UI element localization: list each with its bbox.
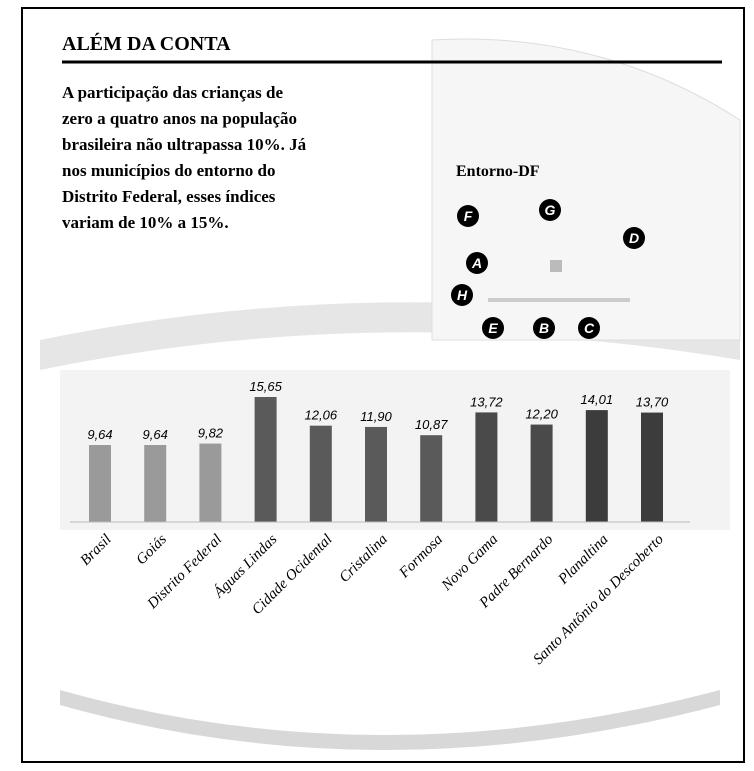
bar: [199, 443, 222, 522]
map-marker-label: G: [545, 202, 556, 218]
map-marker-label: H: [457, 287, 468, 303]
bar: [309, 425, 332, 522]
map-marker-label: D: [629, 230, 639, 246]
map-marker: [623, 227, 645, 249]
subtitle-line: zero a quatro anos na população: [62, 109, 297, 128]
map-marker: [466, 252, 488, 274]
bar: [89, 445, 111, 522]
subtitle-line: A participação das crianças de: [62, 83, 283, 102]
bar: [420, 435, 443, 522]
subtitle-line: nos municípios do entorno do: [62, 161, 276, 180]
chart-background: [60, 370, 730, 530]
bar: [530, 424, 553, 522]
map-title: Entorno-DF: [456, 163, 540, 180]
subtitle-line: brasileira não ultrapassa 10%. Já: [62, 135, 307, 154]
bar: [475, 412, 498, 522]
map-marker: [482, 317, 504, 339]
decor-band: [60, 690, 720, 750]
value-label: 12,06: [305, 408, 338, 423]
subtitle-line: Distrito Federal, esses índices: [62, 187, 276, 206]
map-marker: [451, 284, 473, 306]
bar: [641, 412, 663, 522]
value-label: 15,65: [249, 379, 282, 394]
value-label: 9,64: [143, 427, 168, 442]
map-marker: [533, 317, 555, 339]
bar: [365, 426, 387, 522]
chart-title: ALÉM DA CONTA: [62, 32, 231, 55]
map-marker-label: A: [471, 255, 482, 271]
value-label: 9,64: [87, 427, 112, 442]
map-marker: [539, 199, 561, 221]
bar: [585, 410, 608, 522]
bar: [254, 397, 277, 522]
value-label: 9,82: [198, 426, 224, 441]
map-marker: [578, 317, 600, 339]
map-area: [431, 38, 741, 341]
map-dot: [550, 260, 562, 272]
value-label: 12,20: [525, 407, 558, 422]
map-marker-label: C: [584, 320, 595, 336]
map-marker-label: E: [488, 320, 498, 336]
value-label: 10,87: [415, 417, 448, 432]
value-label: 14,01: [581, 392, 614, 407]
map-marker-label: B: [539, 320, 549, 336]
value-label: 13,72: [470, 394, 503, 409]
value-label: 13,70: [636, 395, 669, 410]
map-marker: [457, 205, 479, 227]
map-marker-label: F: [464, 208, 473, 224]
value-label: 11,90: [360, 409, 392, 424]
subtitle-line: variam de 10% a 15%.: [62, 213, 229, 232]
bar: [144, 445, 167, 522]
